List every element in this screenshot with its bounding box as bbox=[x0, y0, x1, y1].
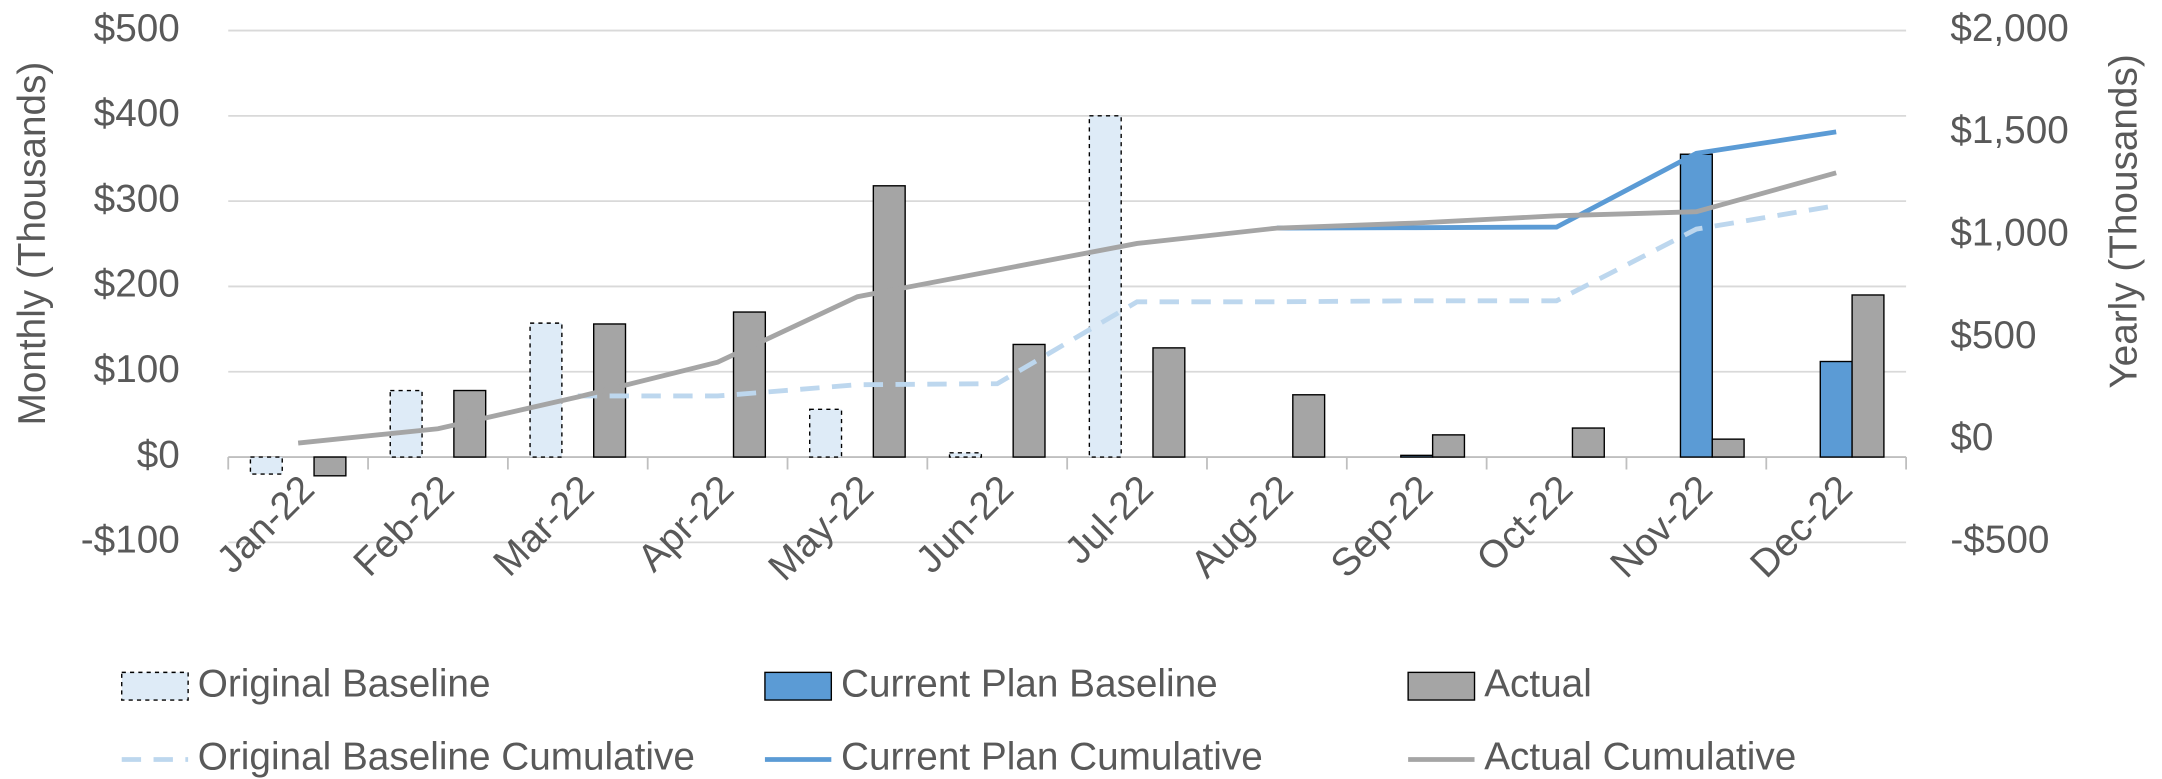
x-tick-label: Aug-22 bbox=[1183, 467, 1302, 586]
bar bbox=[1679, 153, 1713, 458]
bar bbox=[1851, 294, 1885, 458]
x-tick-label: Apr-22 bbox=[630, 467, 743, 580]
y-tick-label: $300 bbox=[94, 177, 180, 220]
bar bbox=[313, 456, 347, 477]
legend-swatch bbox=[1407, 671, 1476, 701]
y2-tick-label: $1,500 bbox=[1950, 109, 2068, 152]
y2-tick-label: $1,000 bbox=[1950, 212, 2068, 255]
y2-tick-label: $500 bbox=[1950, 314, 2036, 357]
legend-label: Actual bbox=[1484, 662, 1592, 705]
x-tick-label: Jul-22 bbox=[1057, 467, 1162, 572]
y-tick-label: $100 bbox=[94, 348, 180, 391]
x-tick-label: May-22 bbox=[760, 467, 882, 589]
legend-label: Original Baseline Cumulative bbox=[198, 736, 695, 779]
y-tick-label: -$100 bbox=[81, 519, 180, 562]
line bbox=[297, 170, 1837, 446]
bar bbox=[529, 322, 563, 458]
x-tick-label: Nov-22 bbox=[1602, 467, 1721, 586]
legend-swatch bbox=[121, 671, 189, 701]
bar bbox=[249, 456, 283, 475]
bar bbox=[948, 452, 983, 458]
x-tick-label: Jun-22 bbox=[908, 467, 1022, 581]
line bbox=[1276, 129, 1837, 231]
x-tick-label: Oct-22 bbox=[1469, 467, 1582, 580]
bar bbox=[1292, 394, 1326, 458]
legend-label: Current Plan Cumulative bbox=[841, 736, 1263, 779]
x-tick-label: Jan-22 bbox=[209, 467, 323, 581]
bar bbox=[1152, 347, 1186, 458]
x-tick-label: Sep-22 bbox=[1323, 467, 1442, 586]
bar bbox=[1012, 343, 1046, 458]
legend-label: Current Plan Baseline bbox=[841, 662, 1218, 705]
y-tick-label: $500 bbox=[94, 7, 180, 50]
legend-swatch bbox=[764, 671, 833, 701]
x-tick-label: Mar-22 bbox=[485, 467, 602, 584]
y-tick-label: $400 bbox=[94, 92, 180, 135]
y-axis-title: Monthly (Thousands) bbox=[11, 62, 54, 426]
bar bbox=[1400, 454, 1434, 458]
bar bbox=[1088, 115, 1122, 458]
legend-label: Original Baseline bbox=[198, 662, 491, 705]
y2-axis-title: Yearly (Thousands) bbox=[2102, 54, 2145, 388]
x-tick-label: Dec-22 bbox=[1742, 467, 1861, 586]
bar bbox=[1431, 434, 1466, 458]
y2-tick-label: $2,000 bbox=[1950, 7, 2068, 50]
bar bbox=[732, 311, 767, 458]
y2-tick-label: -$500 bbox=[1950, 519, 2049, 562]
bar bbox=[809, 408, 843, 458]
y-tick-label: $0 bbox=[137, 433, 180, 476]
line bbox=[577, 203, 1837, 399]
bar bbox=[1571, 427, 1605, 458]
y-tick-label: $200 bbox=[94, 263, 180, 306]
bar bbox=[872, 185, 906, 458]
bar bbox=[1711, 438, 1745, 458]
legend-label: Actual Cumulative bbox=[1484, 736, 1796, 779]
bar bbox=[389, 389, 423, 458]
x-tick-label: Feb-22 bbox=[345, 467, 462, 584]
y2-tick-label: $0 bbox=[1950, 416, 1993, 459]
bar bbox=[1819, 360, 1853, 458]
